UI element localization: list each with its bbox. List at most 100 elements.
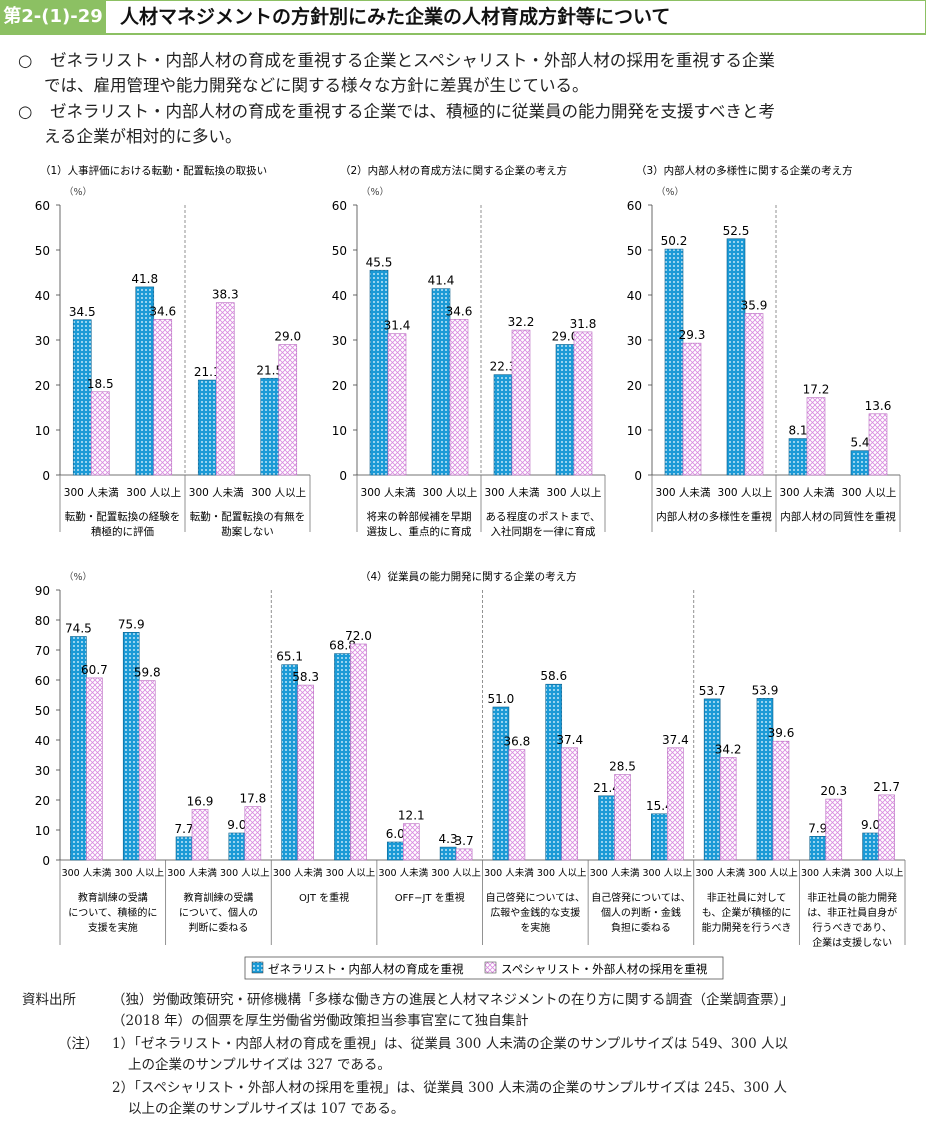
group-label: 非正社員に対して <box>707 891 787 904</box>
bar-generalist <box>555 344 575 476</box>
bar-specialist <box>402 823 420 861</box>
source-label: 資料出所 <box>22 992 76 1008</box>
value-label: 6.0 <box>386 827 405 841</box>
subcategory-label: 300 人未満 <box>361 487 416 499</box>
subcategory-label: 300 人以上 <box>326 868 376 879</box>
group-label: 支援を実施 <box>88 921 138 934</box>
bar-specialist <box>682 342 702 476</box>
value-label: 75.9 <box>118 617 145 631</box>
value-label: 29.0 <box>274 330 301 344</box>
value-label: 31.4 <box>384 319 411 333</box>
value-label: 7.9 <box>808 821 827 835</box>
value-label: 21.1 <box>194 365 221 379</box>
y-tick-label: 80 <box>35 614 50 628</box>
bullet-text-line: では、雇用管理や能力開発などに関する様々な方針に差異が生じている。 <box>44 76 589 95</box>
value-label: 68.8 <box>329 639 356 653</box>
value-label: 74.5 <box>65 622 92 636</box>
bar-generalist <box>726 238 746 476</box>
value-label: 32.2 <box>508 315 535 329</box>
source-line: （2018 年）の個票を厚生労働省労働政策担当参事官室にて独自集計 <box>112 1013 529 1029</box>
charts-area: ゼネラリスト・内部人材の育成を重視 スペシャリスト・外部人材の採用を重視 （1）… <box>35 164 906 980</box>
bar-specialist <box>511 329 531 476</box>
legend-label-specialist: スペシャリスト・外部人材の採用を重視 <box>501 962 708 976</box>
value-label: 22.3 <box>490 360 517 374</box>
bar-specialist <box>772 740 790 861</box>
value-label: 15.4 <box>646 799 673 813</box>
value-label: 34.6 <box>446 304 473 318</box>
value-label: 29.3 <box>679 328 706 342</box>
group-label: について、個人の <box>179 906 258 919</box>
chart-title: （1）人事評価における転勤・配置転換の取扱い <box>40 164 267 177</box>
group-label: OFF−JT を重視 <box>395 891 465 904</box>
subcategory-label: 300 人未満 <box>484 867 534 879</box>
group-label: OJT を重視 <box>299 891 349 904</box>
y-tick-label: 50 <box>627 244 642 258</box>
value-label: 37.4 <box>556 733 583 747</box>
subcategory-label: 300 人以上 <box>220 868 270 879</box>
value-label: 34.5 <box>69 305 96 319</box>
bar-generalist <box>492 706 510 861</box>
y-tick-label: 90 <box>35 584 50 598</box>
value-label: 45.5 <box>366 255 393 269</box>
chart-4: （4）従業員の能力開発に関する企業の考え方 （%） 0 10 20 30 40 50 60 70 8… <box>35 570 906 949</box>
value-label: 60.7 <box>81 663 108 677</box>
subcategory-label: 300 人未満 <box>167 867 217 879</box>
y-axis-unit: （%） <box>64 571 92 583</box>
value-label: 3.7 <box>455 834 474 848</box>
subcategory-label: 300 人未満 <box>62 867 112 879</box>
bar-generalist <box>703 698 721 861</box>
chart-1: （1）人事評価における転勤・配置転換の取扱い （%） 0 10 20 30 40 50 60 転勤… <box>35 164 311 538</box>
y-tick-label: 0 <box>339 469 347 483</box>
group-label: 積極的に評価 <box>91 525 154 538</box>
y-tick-label: 10 <box>35 824 50 838</box>
y-axis-unit: （%） <box>64 186 92 198</box>
y-tick-label: 60 <box>35 199 50 213</box>
group-label: 入社同期を一律に育成 <box>491 525 596 538</box>
chart-3: （3）内部人材の多様性に関する企業の考え方 （%） 0 10 20 30 40 50 60 内部人… <box>627 164 901 532</box>
value-label: 21.4 <box>593 781 620 795</box>
y-tick-label: 60 <box>627 199 642 213</box>
group-label: 転勤・配置転換の経験を <box>65 510 181 523</box>
bar-generalist <box>260 377 280 476</box>
notes-label: （注） <box>58 1036 99 1052</box>
bar-specialist <box>153 318 173 476</box>
group-label: 勘案しない <box>221 525 274 538</box>
subcategory-label: 300 人未満 <box>485 487 540 499</box>
subcategory-label: 300 人未満 <box>590 867 640 879</box>
y-tick-label: 50 <box>332 244 347 258</box>
value-label: 17.8 <box>239 792 266 806</box>
group-label: 広報や金銭的な支援 <box>490 906 580 919</box>
bar-specialist <box>573 331 593 476</box>
bar-specialist <box>614 774 631 861</box>
value-label: 34.6 <box>149 304 176 318</box>
y-tick-label: 40 <box>627 289 642 303</box>
subcategory-label: 300 人未満 <box>189 487 244 499</box>
bar-generalist <box>281 664 298 861</box>
bar-specialist <box>191 808 209 861</box>
value-label: 38.3 <box>212 288 239 302</box>
y-tick-label: 40 <box>35 734 50 748</box>
summary-bullet-2: ○ ゼネラリスト・内部人材の育成を重視する企業では、積極的に従業員の能力開発を支… <box>18 99 918 149</box>
bar-specialist <box>297 684 314 861</box>
bar-specialist <box>278 344 298 476</box>
bullet-mark: ○ <box>18 51 33 70</box>
bar-generalist <box>175 836 193 861</box>
note-line: 1）「ゼネラリスト・内部人材の育成を重視」は、従業員 300 人未満の企業のサン… <box>112 1036 788 1052</box>
value-label: 16.9 <box>187 794 214 808</box>
group-label: 将来の幹部候補を早期 <box>367 510 472 523</box>
value-label: 18.5 <box>87 377 114 391</box>
group-label: 自己啓発については、 <box>591 891 691 904</box>
bar-specialist <box>244 806 262 861</box>
bar-specialist <box>878 794 895 861</box>
bar-specialist <box>868 413 888 476</box>
bullet-text-line: ゼネラリスト・内部人材の育成を重視する企業とスペシャリスト・外部人材の採用を重視… <box>50 51 775 70</box>
y-tick-label: 0 <box>42 469 50 483</box>
y-axis-unit: （%） <box>361 186 389 198</box>
bar-generalist <box>850 450 870 476</box>
bar-generalist <box>545 683 563 861</box>
y-tick-label: 20 <box>332 379 347 393</box>
group-label: 能力開発を行うべき <box>702 921 792 934</box>
value-label: 28.5 <box>609 760 636 774</box>
bar-generalist <box>598 795 615 861</box>
group-label: 自己啓発については、 <box>486 891 586 904</box>
